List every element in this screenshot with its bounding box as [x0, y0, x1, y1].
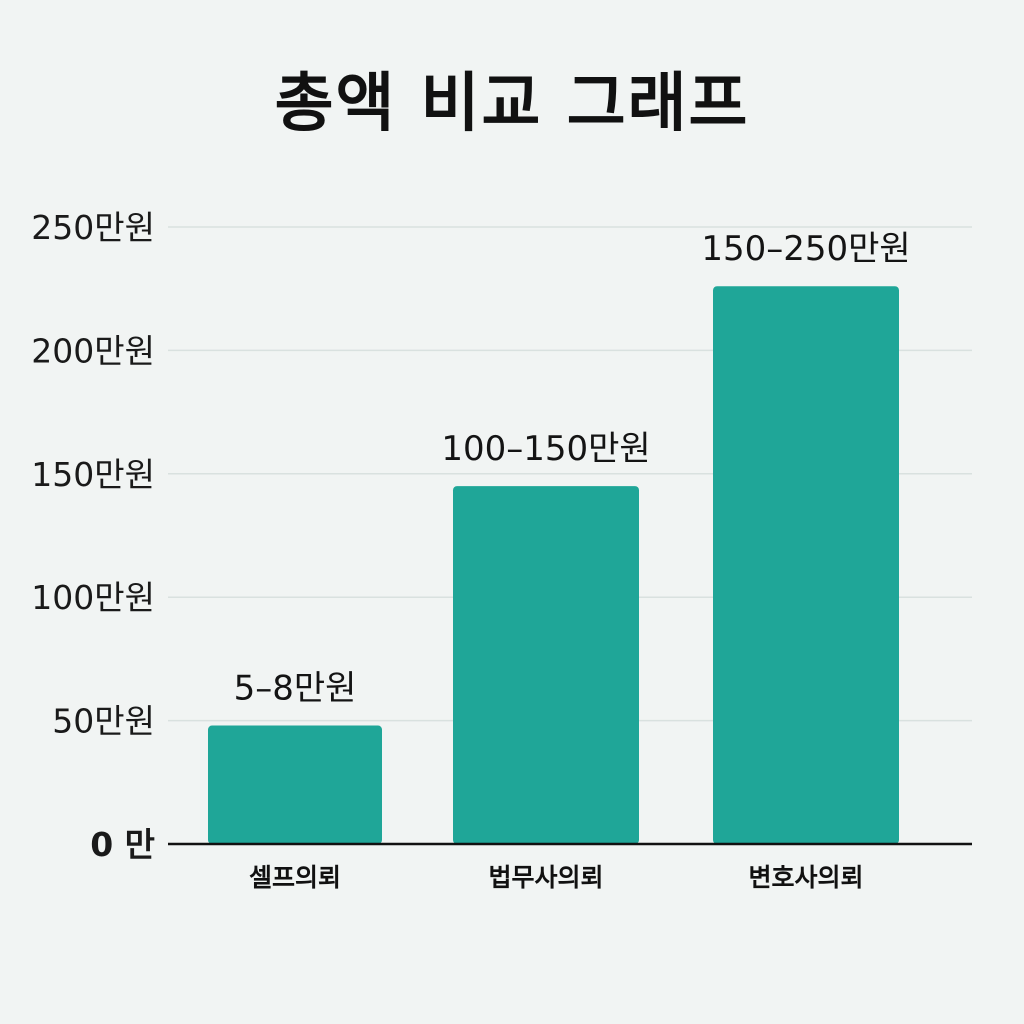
y-tick-label: 150만원	[31, 455, 155, 494]
y-tick-label: 50만원	[52, 702, 155, 741]
category-labels: 셀프의뢰 법무사의뢰 변호사의뢰	[249, 863, 864, 892]
chart-title: 총액 비교 그래프	[274, 67, 750, 141]
value-labels: 5–8만원 100–150만원 150–250만원	[234, 229, 911, 708]
y-axis-ticks: 0 만 50만원 100만원 150만원 200만원 250만원	[31, 208, 155, 864]
x-category-label: 법무사의뢰	[488, 863, 603, 892]
y-tick-label: 0 만	[90, 825, 155, 864]
bar-value-label: 100–150만원	[441, 429, 650, 469]
bar	[713, 286, 899, 844]
y-tick-label: 250만원	[31, 208, 155, 247]
bar	[208, 725, 382, 844]
y-tick-label: 200만원	[31, 331, 155, 370]
x-category-label: 변호사의뢰	[748, 863, 863, 892]
bar	[453, 486, 639, 844]
bar-value-label: 5–8만원	[234, 669, 357, 709]
bars	[208, 286, 899, 844]
y-tick-label: 100만원	[31, 578, 155, 617]
x-category-label: 셀프의뢰	[249, 863, 341, 892]
bar-value-label: 150–250만원	[701, 229, 910, 269]
